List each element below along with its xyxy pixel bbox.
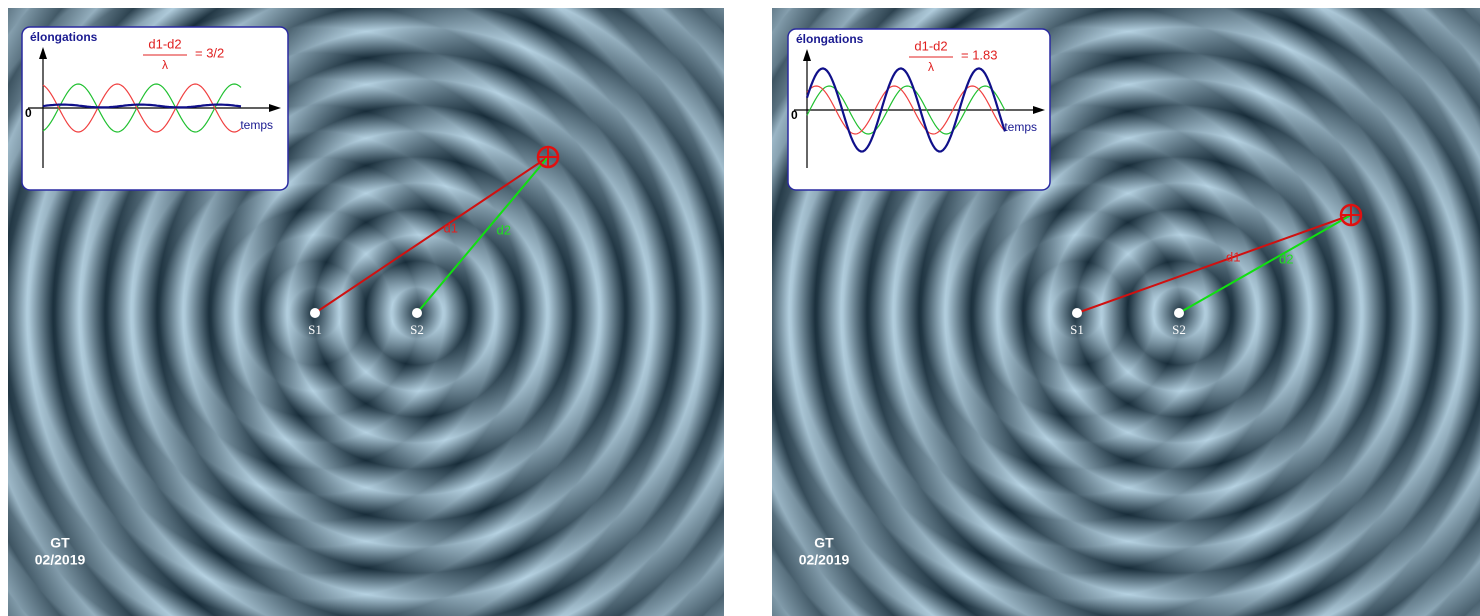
ratio-num: d1-d2 xyxy=(914,38,947,53)
credit-author: GT xyxy=(814,535,834,551)
source xyxy=(1174,308,1184,318)
ratio-value: = 1.83 xyxy=(961,47,998,62)
ratio-num: d1-d2 xyxy=(148,36,181,51)
source xyxy=(310,308,320,318)
source-label: S2 xyxy=(410,322,424,337)
credit-author: GT xyxy=(50,535,70,551)
ratio-den: λ xyxy=(928,60,934,74)
origin-label: 0 xyxy=(791,108,798,122)
source-label: S2 xyxy=(1172,322,1186,337)
label-d2: d2 xyxy=(1279,251,1293,266)
origin-label: 0 xyxy=(25,106,32,120)
x-label: temps xyxy=(1004,120,1037,134)
source xyxy=(412,308,422,318)
x-label: temps xyxy=(240,118,273,132)
source-label: S1 xyxy=(1070,322,1084,337)
y-label: élongations xyxy=(30,30,98,44)
label-d1: d1 xyxy=(444,220,458,235)
source-label: S1 xyxy=(308,322,322,337)
label-d1: d1 xyxy=(1226,249,1240,264)
simulation-screenshot: d1d2S1S2GT02/2019élongationstemps0d1-d2λ… xyxy=(0,0,1480,616)
source xyxy=(1072,308,1082,318)
credit-date: 02/2019 xyxy=(35,552,86,568)
y-label: élongations xyxy=(796,32,864,46)
credit-date: 02/2019 xyxy=(799,552,850,568)
label-d2: d2 xyxy=(497,222,511,237)
ratio-value: = 3/2 xyxy=(195,45,224,60)
ratio-den: λ xyxy=(162,58,168,72)
